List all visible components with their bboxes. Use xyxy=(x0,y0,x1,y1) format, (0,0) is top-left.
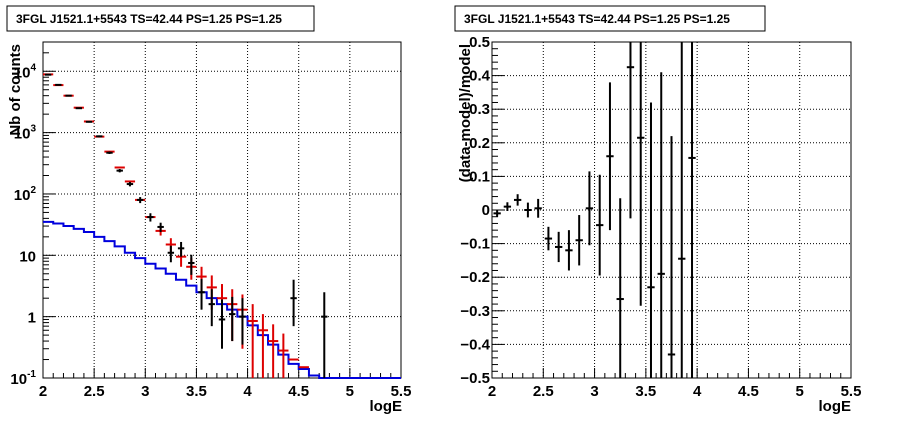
right-y-tick-label: 0.5 xyxy=(469,34,490,51)
right-x-tick-label: 2.5 xyxy=(533,383,554,400)
right-y-tick-label: −0.5 xyxy=(460,370,490,387)
right-plot-area: 2 2.5 3 3.5 4 4.5 5 5.5 −0.5 −0.4 −0.3 −0.2 −0.1 0 0.1… xyxy=(460,34,861,400)
left-y-tick-label: 10 xyxy=(19,248,36,265)
left-x-tick-label: 5.5 xyxy=(391,383,412,400)
right-title: 3FGL J1521.1+5543 TS=42.44 PS=1.25 PS=1.… xyxy=(464,12,730,26)
right-y-tick-label: 0.3 xyxy=(469,101,490,118)
right-x-tick-label: 3 xyxy=(590,383,598,400)
left-frame-border xyxy=(42,41,402,379)
right-y-tick-label: 0.1 xyxy=(469,168,490,185)
right-x-tick-label: 5 xyxy=(796,383,804,400)
right-x-tick-label: 5.5 xyxy=(841,383,862,400)
right-y-tick-label: 0.2 xyxy=(469,135,490,152)
left-x-tick-label: 2.5 xyxy=(84,383,105,400)
right-y-tick-label: 0.4 xyxy=(469,68,491,85)
left-x-tick-label: 3 xyxy=(141,383,149,400)
right-y-tick-label: −0.2 xyxy=(460,269,490,286)
right-x-axis-title: logE xyxy=(819,398,852,415)
left-y-tick-label: 102 xyxy=(14,185,37,204)
left-y-axis-title: Nb of counts xyxy=(7,44,24,136)
right-y-axis-title: (data-model)/model xyxy=(457,44,474,182)
right-y-tick-label: −0.3 xyxy=(460,303,490,320)
left-x-tick-label: 5 xyxy=(346,383,354,400)
right-y-tick-label: −0.1 xyxy=(460,236,490,253)
left-x-tick-label: 2 xyxy=(39,383,47,400)
left-y-tick-label: 1 xyxy=(28,310,36,327)
right-y-tick-label: −0.4 xyxy=(460,336,490,353)
left-title-box xyxy=(6,5,315,32)
left-x-tick-label: 3.5 xyxy=(186,383,207,400)
right-x-tick-label: 3.5 xyxy=(635,383,656,400)
left-y-tick-label: 10-1 xyxy=(10,369,36,388)
right-x-tick-label: 4.5 xyxy=(738,383,759,400)
source-model-step xyxy=(43,220,401,379)
right-x-tick-label: 4 xyxy=(693,383,702,400)
left-x-tick-label: 4.5 xyxy=(288,383,309,400)
left-x-axis-title: logE xyxy=(370,398,403,415)
left-title: 3FGL J1521.1+5543 TS=42.44 PS=1.25 PS=1.… xyxy=(16,12,282,26)
right-title-box xyxy=(454,5,766,32)
left-x-tick-label: 4 xyxy=(243,383,252,400)
right-y-tick-label: 0 xyxy=(482,202,490,219)
right-x-tick-label: 2 xyxy=(488,383,496,400)
